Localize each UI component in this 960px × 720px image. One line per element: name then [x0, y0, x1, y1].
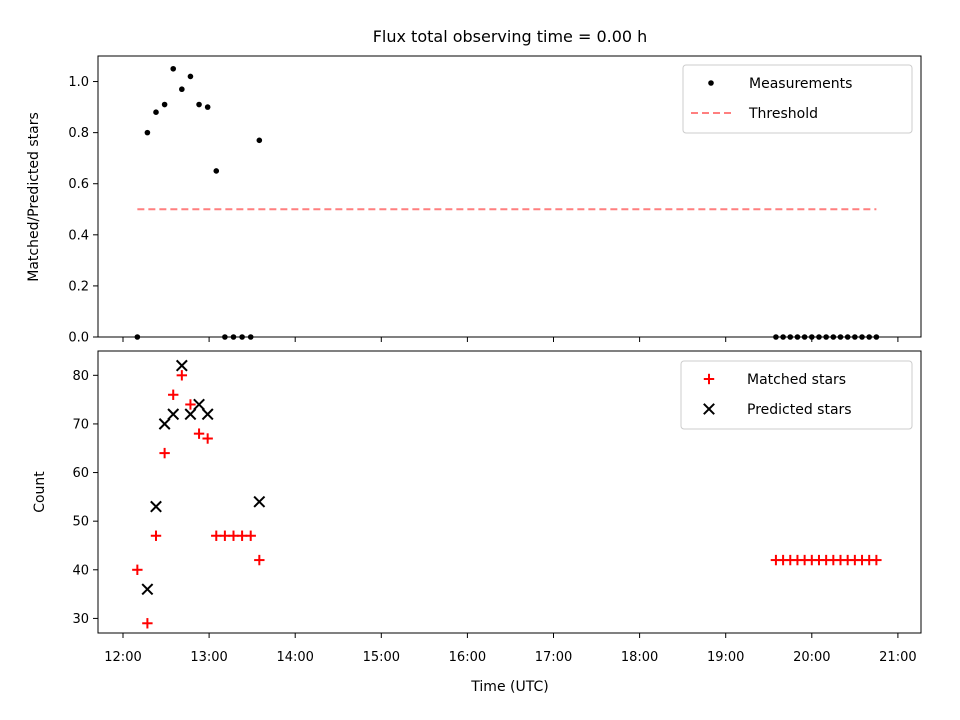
predicted-stars-point [167, 408, 180, 421]
matched-stars-point [871, 554, 882, 566]
matched-stars-point [245, 530, 256, 541]
x-tick-label: 16:00 [449, 650, 486, 665]
x-tick-label: 15:00 [363, 650, 400, 665]
top-plot-frame [97, 55, 922, 338]
x-tick-label: 17:00 [535, 650, 572, 665]
bottom-y-tick-label: 50 [72, 515, 89, 530]
measurements-point [153, 109, 159, 115]
top-y-axis-label: Matched/Predicted stars [26, 112, 42, 282]
legend-box [680, 360, 913, 430]
bottom-y-tick-label: 70 [72, 417, 89, 432]
predicted-stars-point [253, 495, 266, 508]
top-legend: Measurements Threshold [682, 64, 913, 134]
matched-stars-point [142, 618, 153, 629]
predicted-stars-point [193, 398, 205, 411]
measurements-point [144, 129, 151, 136]
x-tick-label: 21:00 [879, 650, 916, 665]
predicted-stars-point [158, 418, 171, 430]
predicted-stars-point [201, 408, 214, 421]
bottom-y-tick-label: 80 [72, 369, 89, 384]
legend-matched-stars-label: Matched stars [747, 372, 846, 388]
x-tick-label: 20:00 [793, 650, 830, 665]
x-tick-label: 14:00 [276, 650, 313, 665]
measurements-point [213, 168, 220, 174]
measurements-point [256, 137, 263, 144]
predicted-stars-point [175, 359, 188, 372]
x-tick-label: 12:00 [104, 650, 141, 665]
measurements-point [187, 73, 194, 80]
matched-stars-point [132, 564, 143, 575]
bottom-legend: Matched stars Predicted stars [680, 360, 913, 430]
legend-predicted-stars-label: Predicted stars [747, 402, 852, 418]
top-y-tick-label: 1.0 [68, 75, 89, 90]
bottom-plot-panel: 30 40 50 60 70 80 12:00 13:00 14:00 15:00 16:00 17:… [32, 350, 922, 695]
x-axis-label: Time (UTC) [470, 679, 548, 695]
predicted-stars-point [184, 408, 197, 421]
bottom-y-axis-label: Count [32, 471, 48, 513]
legend-threshold-label: Threshold [748, 106, 818, 122]
matched-stars-point [159, 447, 170, 459]
bottom-plot-frame [97, 350, 922, 634]
predicted-stars-point [141, 583, 154, 596]
bottom-y-tick-label: 60 [72, 466, 89, 481]
legend-predicted-stars-swatch [703, 403, 715, 415]
measurements-point [204, 104, 211, 110]
top-y-tick-label: 0.6 [68, 177, 89, 192]
top-y-tick-label: 0.8 [68, 126, 89, 141]
x-tick-label: 19:00 [707, 650, 744, 665]
matched-stars-point [193, 428, 205, 439]
measurements-point [179, 86, 185, 93]
measurements-point [161, 101, 168, 108]
matched-stars-point [254, 554, 265, 566]
bottom-y-tick-label: 40 [72, 563, 89, 578]
bottom-y-tick-label: 30 [72, 612, 89, 627]
legend-measurements-swatch [708, 80, 714, 86]
top-plot-panel: 0.0 0.2 0.4 0.6 0.8 1.0 Matched/Predicted sta… [26, 55, 922, 346]
matched-stars-point [150, 530, 162, 541]
matched-stars-point [168, 389, 179, 400]
matched-stars-point [176, 370, 188, 381]
predicted-stars-point [150, 500, 162, 513]
top-y-tick-label: 0.4 [68, 228, 89, 243]
x-tick-label: 13:00 [190, 650, 227, 665]
legend-box [682, 64, 913, 134]
matched-stars-point [185, 399, 196, 410]
measurements-point [170, 65, 177, 72]
matched-stars-point [202, 433, 213, 444]
legend-measurements-label: Measurements [749, 76, 852, 92]
top-y-tick-label: 0.0 [68, 331, 89, 346]
chart-title: Flux total observing time = 0.00 h [373, 27, 648, 46]
legend-matched-stars-swatch [703, 373, 715, 385]
measurements-point [196, 101, 202, 108]
x-tick-label: 18:00 [621, 650, 658, 665]
top-y-tick-label: 0.2 [68, 279, 89, 294]
